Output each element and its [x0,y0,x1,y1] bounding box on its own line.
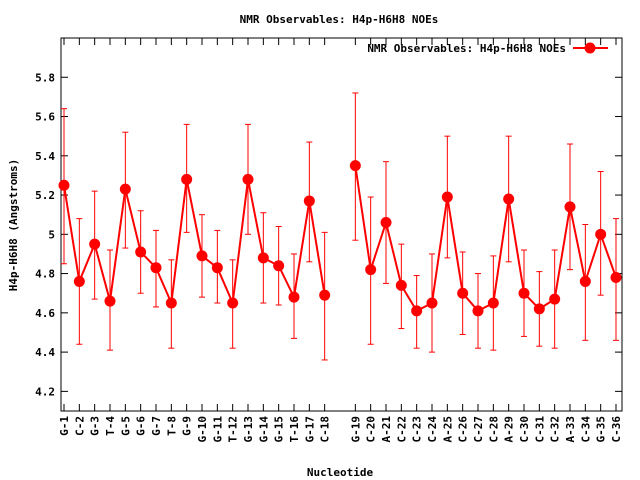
x-tick-label: T-12 [227,416,240,443]
x-tick-label: C-31 [533,416,546,443]
x-tick-label: G-14 [257,416,270,443]
legend-label: NMR Observables: H4p-H6H8 NOEs [367,42,566,55]
data-point [579,275,591,287]
data-point [564,201,576,213]
data-point [533,303,545,315]
data-point [58,179,70,191]
series-points [58,160,622,317]
data-point [273,260,285,272]
data-point [227,297,239,309]
x-tick-label: C-22 [395,416,408,443]
y-tick-label: 5.4 [35,150,55,163]
data-point [503,193,515,205]
x-tick-label: C-36 [610,416,623,443]
x-tick-label: T-4 [104,416,117,436]
x-tick-label: G-11 [211,416,224,443]
x-tick-label: G-19 [349,416,362,443]
legend: NMR Observables: H4p-H6H8 NOEs [367,42,608,55]
x-tick-label: G-17 [303,416,316,443]
x-axis-label: Nucleotide [307,466,374,479]
data-point [426,297,438,309]
series-line [63,179,326,307]
data-point [610,272,622,284]
y-tick-label: 5.8 [35,71,55,84]
y-axis: 4.2 4.4 4.6 4.8 5 5.2 5.4 5.6 5.8 [35,71,622,398]
data-point [150,262,162,274]
data-point [242,173,254,185]
data-point [89,238,101,250]
y-tick-label: 5.6 [35,111,55,124]
x-tick-label: C-27 [472,416,485,443]
x-tick-label: G-6 [135,416,148,436]
x-tick-label: G-9 [181,416,194,436]
x-tick-label: C-24 [426,416,439,443]
data-point [518,287,530,299]
data-point [472,305,484,317]
data-point [181,173,193,185]
data-point [135,246,147,258]
data-point [411,305,423,317]
x-tick-label: C-28 [487,416,500,443]
data-point [303,195,315,207]
x-tick-label: G-5 [119,416,132,436]
x-tick-label: G-3 [89,416,102,436]
series-line [354,165,617,313]
data-point [365,264,377,276]
x-tick-label: G-7 [150,416,163,436]
data-point [73,275,85,287]
x-tick-label: A-33 [564,416,577,443]
x-tick-label: C-26 [457,416,470,443]
x-tick-label: A-25 [441,416,454,443]
y-tick-label: 5 [48,228,55,241]
x-tick-label: G-15 [273,416,286,443]
x-axis: G-1 C-2 G-3 T-4 G-5 G-6 G-7 T-8 G-9 G-10 G-11 T-12 G… [58,38,623,443]
data-point [457,287,469,299]
data-point [257,252,269,264]
data-point [380,217,392,229]
x-tick-label: C-32 [549,416,562,443]
data-point [104,295,116,307]
y-tick-label: 4.4 [35,346,55,359]
x-tick-label: C-20 [365,416,378,443]
x-tick-label: A-29 [503,416,516,443]
x-tick-label: G-35 [595,416,608,443]
x-tick-label: C-2 [73,416,86,436]
data-point [165,297,177,309]
x-tick-label: C-23 [411,416,424,443]
x-tick-label: C-34 [579,416,592,443]
x-tick-label: T-16 [288,416,301,443]
y-axis-label: H4p-H6H8 (Angstroms) [7,159,20,291]
x-tick-label: T-8 [165,416,178,436]
data-point [441,191,453,203]
x-tick-label: C-18 [319,416,332,443]
data-point [196,250,208,262]
series-lines [63,165,617,313]
plot-frame [60,37,623,412]
data-point [211,262,223,274]
x-tick-label: G-13 [242,416,255,443]
y-tick-label: 4.2 [35,385,55,398]
x-tick-label: G-1 [58,416,71,436]
data-point [395,279,407,291]
y-tick-label: 4.8 [35,268,55,281]
x-tick-label: C-30 [518,416,531,443]
error-bars [61,92,619,361]
data-point [288,291,300,303]
x-tick-label: A-21 [380,416,393,443]
legend-marker [584,42,596,54]
data-point [595,228,607,240]
y-tick-label: 5.2 [35,189,55,202]
data-point [319,289,331,301]
data-point [119,183,131,195]
data-point [487,297,499,309]
chart-title: NMR Observables: H4p-H6H8 NOEs [240,13,439,26]
x-tick-label: G-10 [196,416,209,443]
data-point [549,293,561,305]
data-point [349,160,361,172]
y-tick-label: 4.6 [35,307,55,320]
